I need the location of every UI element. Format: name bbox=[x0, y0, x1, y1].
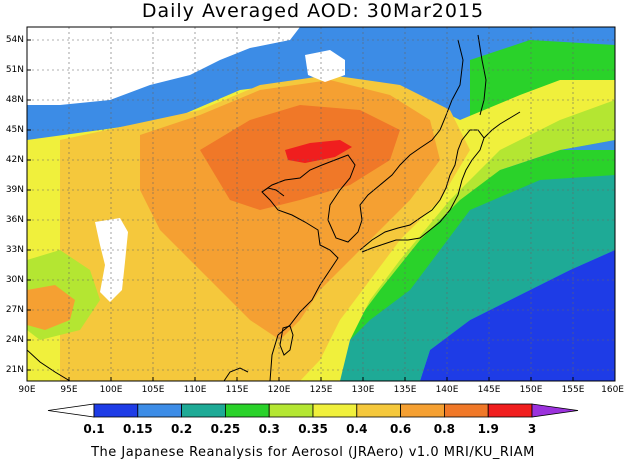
colorbar-box-10 bbox=[487, 403, 533, 418]
colorbar-box-2 bbox=[137, 403, 183, 418]
aod-red-maximum bbox=[285, 140, 352, 163]
colorbar-label: 0.2 bbox=[170, 422, 193, 436]
lon-label-140e: 140E bbox=[435, 385, 459, 395]
coastline-sakhalin bbox=[477, 34, 487, 116]
colorbar-min-triangle bbox=[47, 403, 95, 418]
colorbar-label: 1.9 bbox=[477, 422, 499, 436]
lon-label-95e: 95E bbox=[60, 385, 78, 395]
coastline-china-korea bbox=[261, 39, 464, 381]
lon-label-110e: 110E bbox=[183, 385, 207, 395]
lon-label-100e: 100E bbox=[99, 385, 123, 395]
lon-label-130e: 130E bbox=[351, 385, 375, 395]
aod-dark-blue-southeast bbox=[420, 250, 615, 381]
coastline-bay-bohai bbox=[261, 187, 285, 197]
colorbar-label: 0.8 bbox=[433, 422, 456, 436]
lat-label-54n: 54N bbox=[5, 35, 24, 45]
lat-label-21n: 21N bbox=[5, 365, 24, 375]
lon-label-115e: 115E bbox=[225, 385, 249, 395]
lon-label-155e: 155E bbox=[561, 385, 585, 395]
axis-ticks bbox=[26, 39, 616, 381]
colorbar-label: 0.15 bbox=[122, 422, 153, 436]
colorbar-box-7 bbox=[356, 403, 401, 418]
coastline-northwest bbox=[27, 349, 71, 381]
coastline-kurils bbox=[483, 111, 521, 139]
lon-label-125e: 125E bbox=[309, 385, 333, 395]
coastlines bbox=[27, 34, 521, 381]
lat-label-30n: 30N bbox=[5, 275, 24, 285]
lon-label-120e: 120E bbox=[267, 385, 291, 395]
colorbar bbox=[47, 403, 579, 418]
coastline-taiwan bbox=[279, 325, 294, 356]
colorbar-box-5 bbox=[268, 403, 314, 418]
map-title: Daily Averaged AOD: 30Mar2015 bbox=[141, 0, 485, 22]
lat-label-48n: 48N bbox=[5, 95, 24, 105]
aod-orange-west bbox=[27, 285, 75, 330]
lon-label-105e: 105E bbox=[141, 385, 165, 395]
colorbar-label: 0.35 bbox=[298, 422, 328, 436]
lon-label-135e: 135E bbox=[393, 385, 417, 395]
colorbar-label: 0.3 bbox=[258, 422, 280, 436]
colorbar-box-1 bbox=[93, 403, 139, 418]
aod-white-north-center bbox=[305, 50, 345, 82]
colorbar-box-6 bbox=[312, 403, 358, 418]
lat-label-33n: 33N bbox=[5, 245, 24, 255]
lon-label-150e: 150E bbox=[519, 385, 543, 395]
colorbar-box-4 bbox=[224, 403, 270, 418]
aod-field bbox=[27, 27, 615, 381]
lat-label-27n: 27N bbox=[5, 305, 24, 315]
colorbar-label: 0.4 bbox=[346, 422, 368, 436]
lat-label-51n: 51N bbox=[5, 65, 24, 75]
lat-label-42n: 42N bbox=[5, 155, 24, 165]
colorbar-label: 0.1 bbox=[83, 422, 105, 436]
lat-label-24n: 24N bbox=[5, 335, 24, 345]
lon-label-145e: 145E bbox=[477, 385, 501, 395]
coastline-japan bbox=[359, 129, 485, 253]
credit-line: The Japanese Reanalysis for Aerosol (JRA… bbox=[91, 445, 535, 460]
colorbar-label: 0.6 bbox=[389, 422, 412, 436]
colorbar-box-9 bbox=[443, 403, 489, 418]
colorbar-label: 0.25 bbox=[210, 422, 241, 436]
aod-white-northwest bbox=[27, 27, 300, 105]
lat-label-39n: 39N bbox=[5, 185, 24, 195]
grid-lines bbox=[27, 27, 615, 381]
lat-label-45n: 45N bbox=[5, 125, 24, 135]
lat-label-36n: 36N bbox=[5, 215, 24, 225]
colorbar-label: 3 bbox=[527, 422, 537, 436]
colorbar-box-8 bbox=[400, 403, 445, 418]
colorbar-box-3 bbox=[181, 403, 226, 418]
lon-label-90e: 90E bbox=[18, 385, 36, 395]
colorbar-max-triangle bbox=[531, 403, 579, 418]
lon-label-160e: 160E bbox=[601, 385, 624, 395]
aod-white-tibet bbox=[95, 218, 128, 302]
